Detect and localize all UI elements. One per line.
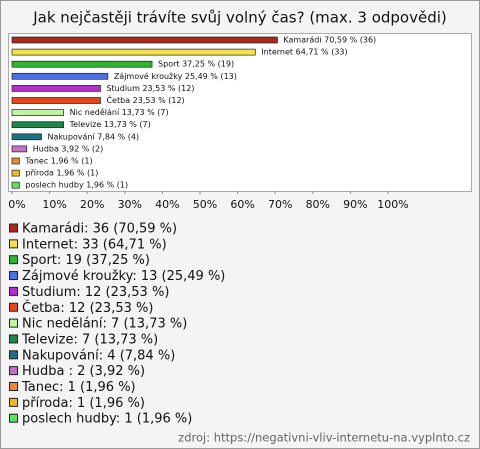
legend-label: Tanec: 1 (1,96 %) — [21, 380, 136, 395]
bar — [11, 109, 64, 116]
legend-swatch — [9, 302, 18, 312]
bar-label: Televize 13,73 % (7) — [69, 120, 151, 129]
x-tick-label: 40% — [155, 198, 179, 211]
legend-swatch — [9, 350, 18, 360]
bar — [11, 85, 101, 92]
bar-label: Hudba 3,92 % (2) — [33, 144, 104, 153]
source: zdroj: https://negativni-vliv-internetu-… — [178, 431, 470, 445]
x-tick-label: 70% — [268, 198, 292, 211]
legend-swatch — [9, 255, 18, 265]
bar — [11, 97, 101, 104]
bar-label: Četba 23,53 % (12) — [106, 94, 184, 105]
x-tick-label: 10% — [42, 198, 66, 211]
bar-label: Zájmové kroužky 25,49 % (13) — [114, 71, 237, 81]
x-tick-label: 50% — [193, 198, 217, 211]
bar — [11, 145, 28, 153]
legend-swatch — [9, 286, 18, 296]
chart-title: Jak nejčastěji trávíte svůj volný čas? (… — [32, 9, 447, 27]
bar — [11, 48, 256, 56]
legend-swatch — [9, 382, 18, 391]
bar — [11, 72, 109, 80]
legend-swatch — [9, 239, 18, 249]
legend-label: poslech hudby: 1 (1,96 %) — [22, 412, 192, 427]
legend-label: Nic nedělání: 7 (13,73 %) — [22, 317, 187, 332]
bar-label: Nakupování 7,84 % (4) — [47, 132, 139, 141]
legend-swatch — [9, 318, 18, 328]
legend-label: příroda: 1 (1,96 %) — [22, 396, 145, 411]
bar-label: poslech hudby 1,96 % (1) — [25, 181, 128, 190]
bar — [11, 133, 42, 141]
x-tick-label: 80% — [306, 198, 330, 211]
legend-label: Kamarádi: 36 (70,59 %) — [22, 222, 177, 237]
bar-label: příroda 1,96 % (1) — [25, 169, 98, 178]
x-tick-label: 0% — [8, 198, 25, 211]
legend-swatch — [9, 366, 18, 376]
x-tick-label: 60% — [230, 198, 254, 211]
x-tick-label: 30% — [118, 198, 142, 211]
bar-label: Tanec 1,96 % (1) — [24, 157, 92, 166]
legend-label: Studium: 12 (23,53 %) — [22, 285, 169, 300]
bar — [11, 36, 278, 44]
legend-swatch — [9, 413, 18, 423]
bar-label: Sport 37,25 % (19) — [158, 60, 234, 69]
bar-label: Internet 64,71 % (33) — [261, 48, 347, 57]
bar — [11, 60, 153, 68]
plot-area — [8, 33, 472, 192]
x-tick-label: 20% — [80, 198, 104, 211]
bar — [11, 169, 20, 177]
legend-label: Internet: 33 (64,71 %) — [22, 237, 167, 252]
legend-label: Nakupování: 4 (7,84 %) — [22, 348, 175, 363]
bar-label: Studium 23,53 % (12) — [106, 84, 194, 93]
legend-label: Zájmové kroužky: 13 (25,49 %) — [22, 269, 225, 284]
legend-swatch — [9, 271, 18, 281]
x-tick-label: 100% — [377, 198, 408, 211]
legend-label: Televize: 7 (13,73 %) — [21, 332, 158, 347]
bar-label: Nic nedělání 13,73 % (7) — [70, 108, 169, 117]
legend-label: Sport: 19 (37,25 %) — [22, 253, 150, 268]
legend-swatch — [9, 397, 18, 407]
bar-label: Kamarádi 70,59 % (36) — [283, 36, 376, 45]
bar — [11, 157, 20, 165]
bar — [11, 181, 20, 189]
legend-swatch — [9, 223, 18, 233]
bar — [11, 121, 64, 129]
legend-swatch — [9, 334, 18, 344]
legend-label: Četba: 12 (23,53 %) — [22, 300, 153, 316]
legend-label: Hudba : 2 (3,92 %) — [22, 364, 145, 379]
x-tick-label: 90% — [343, 198, 367, 211]
